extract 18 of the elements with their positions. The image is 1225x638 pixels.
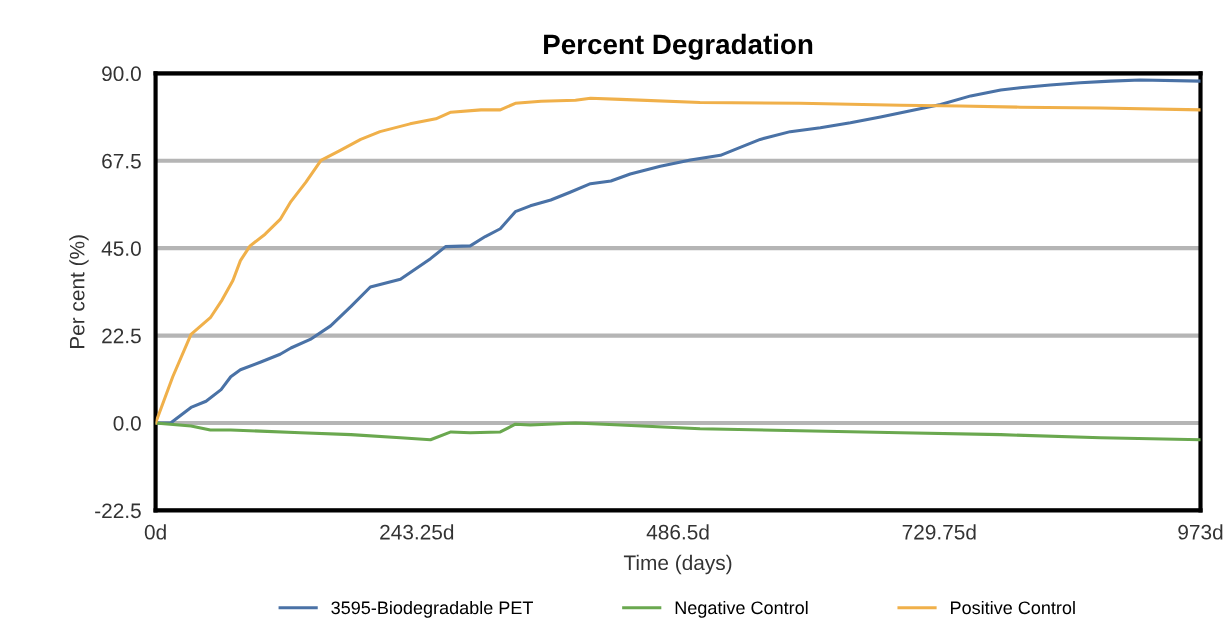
legend-label: Positive Control <box>951 600 1075 615</box>
x-tick-label: 243.25d <box>380 524 454 540</box>
y-tick-label: 22.5 <box>102 328 141 344</box>
x-tick-label: 486.5d <box>646 524 709 540</box>
y-tick-label: -22.5 <box>95 503 141 519</box>
legend-label: 3595-Biodegradable PET <box>331 600 533 618</box>
legend-label: Negative Control <box>675 600 808 618</box>
x-tick-label: 0d <box>144 524 166 540</box>
y-axis-title: Per cent (%) <box>69 235 89 349</box>
y-tick-label: 45.0 <box>101 241 141 256</box>
y-tick-label: 0.0 <box>113 416 141 431</box>
y-tick-label: 67.5 <box>102 153 141 169</box>
x-tick-label: 729.75d <box>902 524 976 540</box>
y-tick-label: 90.0 <box>102 66 141 82</box>
line-series <box>155 421 1201 442</box>
chart-title: Percent Degradation <box>544 33 813 60</box>
x-tick-label: 973d <box>1178 524 1223 540</box>
x-axis-title: Time (days) <box>623 554 732 575</box>
